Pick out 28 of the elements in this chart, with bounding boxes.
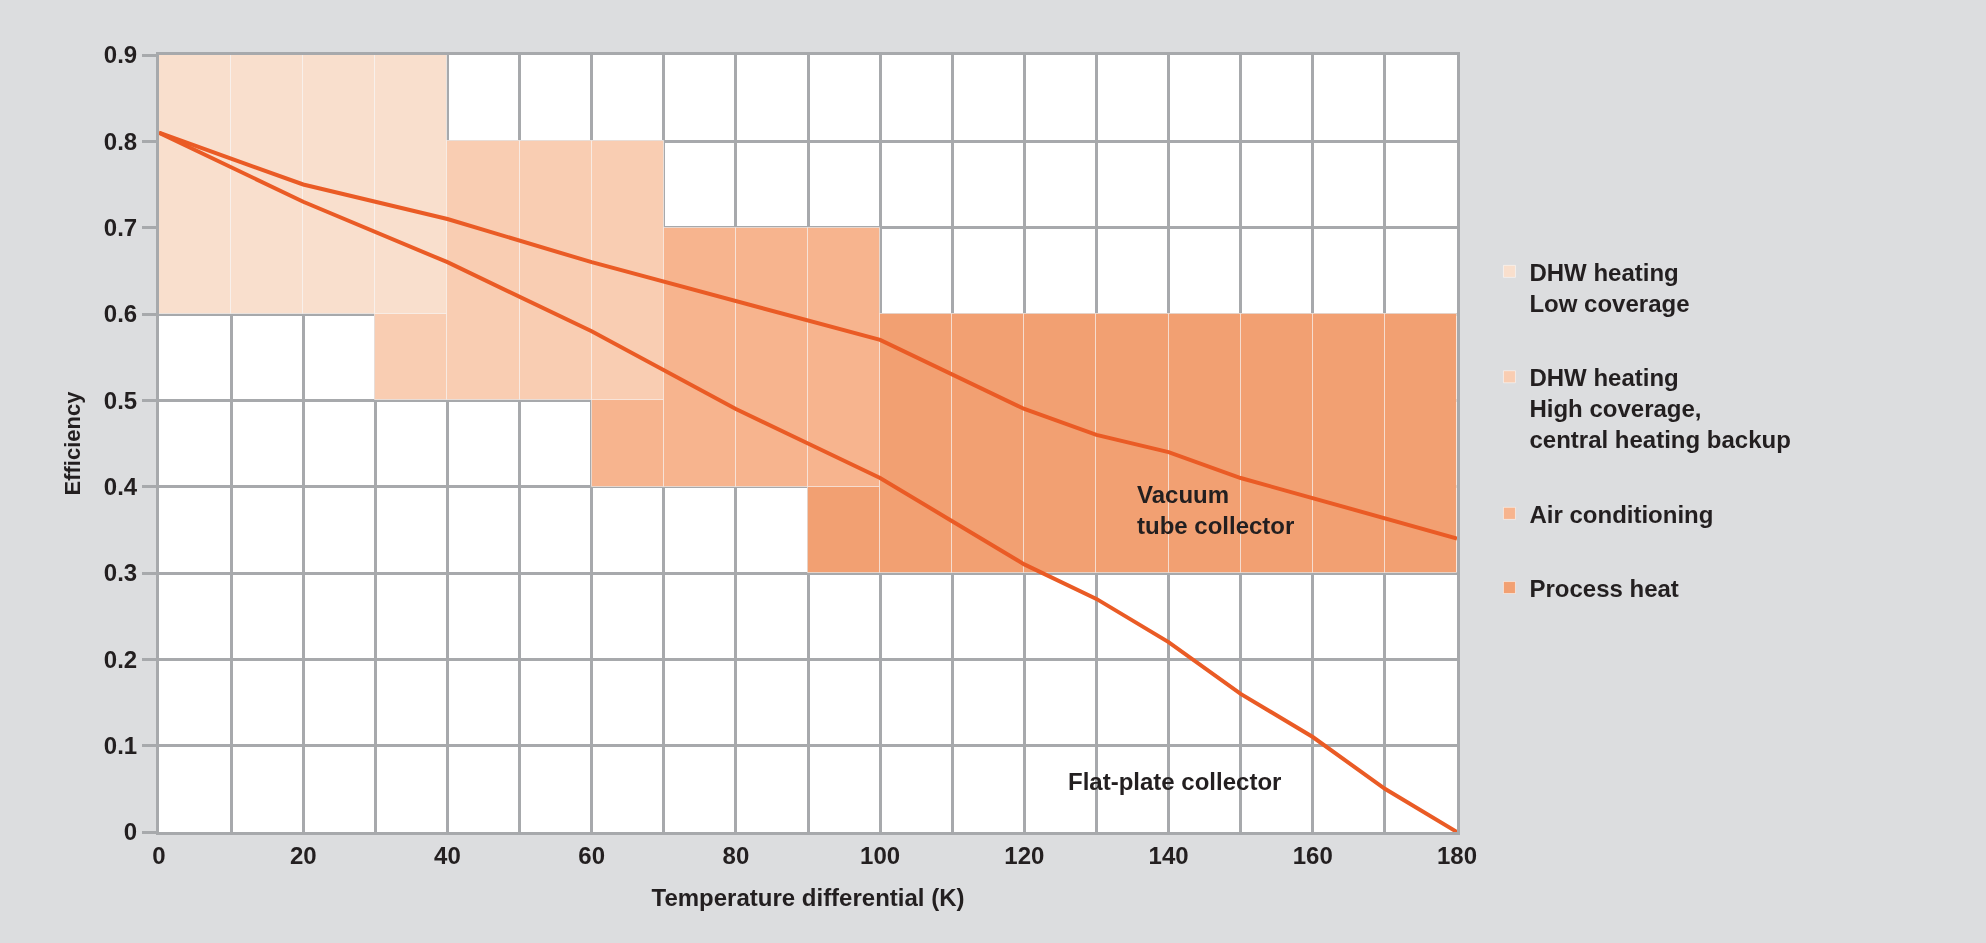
legend-label: DHW heating Low coverage [1529,258,1690,317]
x-tick-label: 0 [152,841,166,869]
x-tick-label: 20 [289,841,317,869]
annotation: Vacuum tube collector [1137,481,1295,540]
y-tick-label: 0.7 [103,214,138,242]
x-tick-label: 120 [1004,841,1045,869]
x-tick-label: 160 [1292,841,1333,869]
legend-label: Process heat [1529,574,1679,602]
x-tick-label: 180 [1436,841,1478,869]
x-tick-label: 60 [578,841,606,869]
y-tick-label: 0.5 [103,386,138,414]
y-tick-label: 0.1 [103,732,138,760]
y-axis-title: Efficiency [59,390,85,496]
y-tick-label: 0.4 [103,473,138,501]
legend-label: Air conditioning [1529,500,1714,528]
x-axis-title: Temperature differential (K) [651,884,965,912]
annotation: Flat-plate collector [1068,768,1282,795]
y-tick-label: 0.3 [103,559,138,587]
x-tick-label: 140 [1148,841,1189,869]
y-tick-label: 0.8 [103,127,138,155]
x-tick-label: 100 [860,841,901,869]
legend-label: DHW heating High coverage, central heating backup [1529,364,1791,454]
y-tick-label: 0.6 [103,300,138,328]
y-tick-label: 0.2 [103,645,138,673]
x-tick-label: 80 [722,841,750,869]
y-tick-label: 0 [123,818,138,846]
x-tick-label: 40 [434,841,461,869]
y-tick-label: 0.9 [103,41,138,69]
